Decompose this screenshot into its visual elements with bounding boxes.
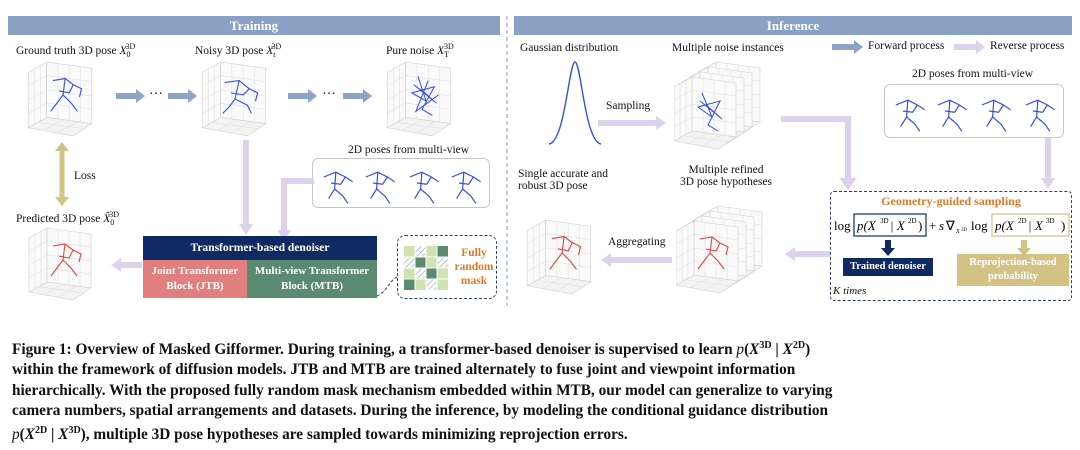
geometry-formula: log p(X 3D | X 2D ) + s ∇ X 3D log p(X 2… [834, 213, 1070, 237]
noisy-pose-cube [201, 61, 267, 137]
svg-text:3D: 3D [1046, 217, 1055, 225]
noisy-to-denoiser-arrow [239, 140, 253, 235]
geometry-to-refined-arrow [785, 247, 830, 261]
reprojection-box: Reprojection-based probability [957, 254, 1069, 286]
svg-text:| X: | X [1028, 218, 1044, 233]
forward-legend-label: Forward process [868, 40, 945, 52]
svg-text:): ) [918, 218, 922, 233]
training-2d-pose-figures [323, 171, 482, 204]
forward-arrow-1 [116, 89, 145, 103]
svg-text:p(X: p(X [856, 218, 877, 233]
refined-label: Multiple refined 3D pose hypotheses [680, 164, 772, 188]
svg-text:s: s [939, 218, 944, 233]
svg-text:X: X [955, 229, 960, 235]
training-2d-poses-label: 2D poses from multi-view [348, 144, 470, 156]
training-header: Training [8, 16, 500, 35]
random-mask-grid [404, 246, 448, 290]
forward-arrow-3 [288, 89, 317, 103]
single-pose-label: Single accurate and robust 3D pose [518, 168, 609, 192]
sampling-label: Sampling [606, 100, 651, 112]
training-2d-poses-box [312, 158, 490, 208]
mtb-block: Multi-view Transformer Block (MTB) [247, 260, 377, 298]
svg-text:| X: | X [890, 218, 906, 233]
reverse-legend-arrow [954, 40, 985, 54]
pure-noise-cube [386, 61, 452, 137]
forward-arrow-4 [343, 89, 372, 103]
svg-text:∇: ∇ [945, 218, 955, 233]
ellipsis-2: ··· [322, 87, 336, 102]
gaussian-label: Gaussian distribution [520, 42, 619, 54]
multi-noise-stack [674, 61, 761, 150]
mask-label: Fully random mask [454, 247, 494, 287]
inference-2d-pose-figures [895, 99, 1056, 132]
forward-arrow-2 [168, 89, 197, 103]
inference-title: Inference [766, 18, 820, 33]
multi-noise-label: Multiple noise instances [672, 42, 784, 54]
figure-caption: Figure 1: Overview of Masked Gifformer. … [12, 336, 1070, 445]
noisy-pose-label: Noisy 3D pose Xt3D [195, 42, 282, 60]
inference-2d-poses-label: 2D poses from multi-view [912, 68, 1034, 80]
reprojection-down-arrow [1017, 240, 1031, 256]
aggregating-label: Aggregating [608, 236, 666, 248]
mask-callout-connector [377, 275, 399, 297]
svg-text:+: + [929, 218, 936, 233]
noise-to-geometry-arrow [781, 116, 857, 190]
single-pose-cube [526, 219, 592, 295]
denoiser-down-arrow [881, 240, 895, 256]
trained-denoiser-box: Trained denoiser [843, 258, 933, 276]
inference-2d-to-geometry-arrow [1041, 138, 1055, 189]
caption-line-5: p(X2D | X3D), multiple 3D pose hypothese… [12, 424, 628, 443]
refined-hypotheses-stack [676, 205, 763, 294]
training-2d-to-denoiser-arrow [278, 178, 314, 238]
transformer-denoiser: Transformer-based denoiser Joint Transfo… [143, 236, 377, 298]
svg-text:3D: 3D [880, 217, 889, 225]
sampling-arrow [598, 116, 666, 130]
caption-line-1: Figure 1: Overview of Masked Gifformer. … [12, 340, 811, 359]
pure-noise-label: Pure noise XT3D [386, 42, 454, 60]
inference-2d-poses-box [884, 84, 1064, 138]
gt-pose-label: Ground truth 3D pose X03D [16, 42, 136, 60]
k-times-label: K times [833, 285, 867, 297]
predicted-pose-cube [28, 227, 92, 301]
svg-text:2D: 2D [908, 217, 917, 225]
caption-line-2: within the framework of diffusion models… [12, 361, 796, 379]
loss-label: Loss [74, 170, 96, 182]
reverse-legend-label: Reverse process [990, 40, 1065, 52]
caption-line-4: camera numbers, spatial arrangements and… [12, 401, 828, 419]
geometry-title: Geometry-guided sampling [881, 194, 1021, 208]
reverse-arrow-to-predicted [111, 258, 142, 272]
aggregating-arrow [601, 253, 672, 267]
svg-text:p(X: p(X [994, 218, 1015, 233]
forward-legend-arrow [832, 40, 863, 54]
geometry-guided-box: Geometry-guided sampling log p(X 3D | X … [830, 191, 1072, 301]
svg-text:log: log [834, 218, 851, 233]
predicted-pose-label: Predicted 3D pose X̂03D [16, 210, 120, 228]
svg-text:2D: 2D [1018, 217, 1027, 225]
mask-callout-box: Fully random mask [397, 235, 497, 299]
svg-text:3D: 3D [961, 228, 968, 233]
loss-arrow [55, 142, 69, 206]
panel-divider [506, 16, 508, 306]
inference-header: Inference [514, 16, 1072, 35]
training-title: Training [229, 18, 279, 33]
ellipsis-1: ··· [149, 87, 163, 102]
gt-pose-cube [27, 61, 93, 137]
jtb-block: Joint Transformer Block (JTB) [143, 260, 247, 298]
caption-line-3: hierarchically. With the proposed fully … [12, 381, 833, 399]
svg-text:): ) [1061, 218, 1065, 233]
gaussian-curve [548, 61, 602, 145]
svg-text:log: log [971, 218, 988, 233]
denoiser-title: Transformer-based denoiser [143, 236, 377, 260]
